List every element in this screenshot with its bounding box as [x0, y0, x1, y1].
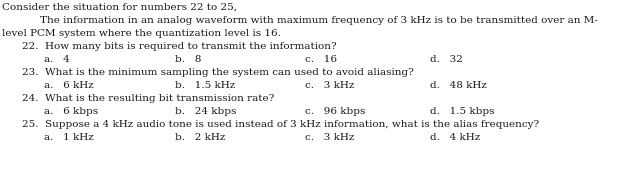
- Text: c.   96 kbps: c. 96 kbps: [305, 107, 365, 116]
- Text: 22.  How many bits is required to transmit the information?: 22. How many bits is required to transmi…: [22, 42, 336, 51]
- Text: 25.  Suppose a 4 kHz audio tone is used instead of 3 kHz information, what is th: 25. Suppose a 4 kHz audio tone is used i…: [22, 120, 539, 129]
- Text: a.   1 kHz: a. 1 kHz: [44, 133, 93, 142]
- Text: b.   1.5 kHz: b. 1.5 kHz: [175, 81, 235, 90]
- Text: d.   32: d. 32: [430, 55, 463, 64]
- Text: d.   1.5 kbps: d. 1.5 kbps: [430, 107, 495, 116]
- Text: b.   8: b. 8: [175, 55, 202, 64]
- Text: c.   3 kHz: c. 3 kHz: [305, 133, 354, 142]
- Text: a.   6 kHz: a. 6 kHz: [44, 81, 93, 90]
- Text: a.   6 kbps: a. 6 kbps: [44, 107, 98, 116]
- Text: b.   2 kHz: b. 2 kHz: [175, 133, 225, 142]
- Text: The information in an analog waveform with maximum frequency of 3 kHz is to be t: The information in an analog waveform wi…: [40, 16, 598, 25]
- Text: level PCM system where the quantization level is 16.: level PCM system where the quantization …: [2, 29, 281, 38]
- Text: d.   48 kHz: d. 48 kHz: [430, 81, 487, 90]
- Text: d.   4 kHz: d. 4 kHz: [430, 133, 480, 142]
- Text: c.   16: c. 16: [305, 55, 337, 64]
- Text: a.   4: a. 4: [44, 55, 70, 64]
- Text: b.   24 kbps: b. 24 kbps: [175, 107, 237, 116]
- Text: 24.  What is the resulting bit transmission rate?: 24. What is the resulting bit transmissi…: [22, 94, 274, 103]
- Text: 23.  What is the minimum sampling the system can used to avoid aliasing?: 23. What is the minimum sampling the sys…: [22, 68, 414, 77]
- Text: Consider the situation for numbers 22 to 25,: Consider the situation for numbers 22 to…: [2, 3, 237, 12]
- Text: c.   3 kHz: c. 3 kHz: [305, 81, 354, 90]
